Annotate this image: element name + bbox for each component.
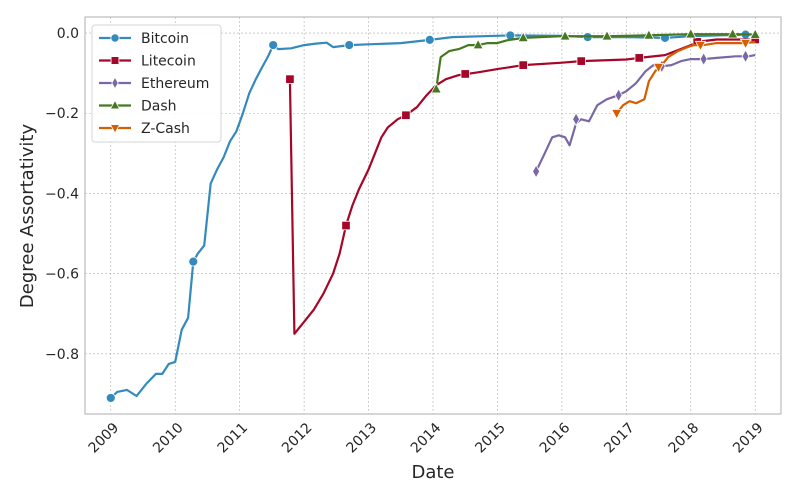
plot-frame [84, 16, 782, 415]
legend-item-dash: Dash [99, 99, 177, 115]
y-tick-label: −0.8 [45, 347, 79, 363]
series-litecoin [285, 34, 760, 335]
litecoin-point [285, 74, 295, 84]
bitcoin-point [268, 40, 279, 50]
legend-item-bitcoin: Bitcoin [99, 31, 189, 47]
legend-label: Dash [141, 99, 177, 115]
bitcoin-point [424, 34, 435, 45]
dash-point [517, 31, 529, 43]
litecoin-point [341, 220, 351, 231]
series-dash [430, 27, 761, 94]
dash-point [726, 27, 739, 39]
z-cash-point [652, 62, 665, 74]
z-cash-point [610, 109, 623, 120]
x-tick-label: 2016 [537, 420, 574, 457]
bitcoin-point [188, 256, 199, 267]
dash-point [643, 29, 655, 40]
ethereum-point [532, 164, 541, 179]
x-tick-label: 2013 [343, 420, 380, 457]
ethereum-point [572, 112, 581, 127]
legend-marker [111, 76, 119, 90]
x-tick-label: 2017 [601, 420, 638, 457]
x-tick-label: 2012 [279, 420, 316, 457]
dash-point [749, 28, 761, 39]
x-tick-label: 2018 [666, 420, 703, 457]
legend-marker [110, 33, 120, 43]
bitcoin-point [344, 40, 355, 50]
ethereum-point [741, 49, 750, 64]
y-tick-labels: 0.0 −0.2 −0.4 −0.6 −0.8 [45, 26, 79, 363]
dash-point [601, 29, 613, 41]
legend-marker [109, 124, 121, 134]
dash-point [559, 29, 571, 41]
x-tick-labels: 2009 2010 2011 2012 2013 2014 2015 2016 2017 2018… [86, 420, 767, 457]
x-tick-label: 2010 [150, 420, 187, 457]
legend-marker [110, 56, 120, 65]
series-z-cash [610, 38, 756, 120]
legend-item-z-cash: Z-Cash [99, 121, 190, 137]
dash-point [472, 38, 484, 50]
legend-label: Bitcoin [141, 31, 189, 47]
x-tick-label: 2011 [215, 420, 252, 457]
y-tick-label: −0.4 [45, 186, 79, 202]
dash-line [435, 33, 756, 90]
legend-box [91, 24, 222, 143]
litecoin-point [634, 53, 644, 63]
ethereum-point [699, 52, 708, 67]
bitcoin-point [105, 393, 116, 403]
legend-label: Ethereum [141, 76, 209, 92]
ethereum-point [614, 88, 623, 103]
litecoin-point [460, 69, 470, 79]
y-tick-label: −0.6 [45, 267, 79, 283]
x-axis-title: Date [411, 462, 454, 483]
x-tick-label: 2015 [472, 420, 509, 457]
z-cash-point [739, 38, 752, 50]
x-tick-label: 2014 [408, 420, 445, 457]
legend-item-ethereum: Ethereum [99, 76, 209, 92]
dash-point [430, 82, 442, 94]
bitcoin-line [110, 33, 746, 399]
legend-marker [109, 99, 121, 110]
legend-label: Z-Cash [141, 121, 190, 137]
litecoin-point [518, 60, 528, 70]
series-layer [105, 27, 761, 403]
legend: Bitcoin Litecoin Ethereum Dash Z-Cash [91, 24, 222, 143]
y-tick-label: −0.2 [45, 106, 79, 122]
y-tick-label: 0.0 [57, 26, 79, 42]
y-axis-title: Degree Assortativity [17, 124, 38, 309]
z-cash-line [615, 40, 756, 114]
x-tick-label: 2019 [730, 420, 767, 457]
legend-label: Litecoin [141, 54, 196, 70]
litecoin-point [401, 110, 411, 120]
dash-point [685, 27, 697, 39]
z-cash-point [694, 40, 707, 52]
x-tick-label: 2009 [86, 420, 123, 457]
legend-item-litecoin: Litecoin [99, 54, 196, 70]
litecoin-point [576, 56, 586, 66]
